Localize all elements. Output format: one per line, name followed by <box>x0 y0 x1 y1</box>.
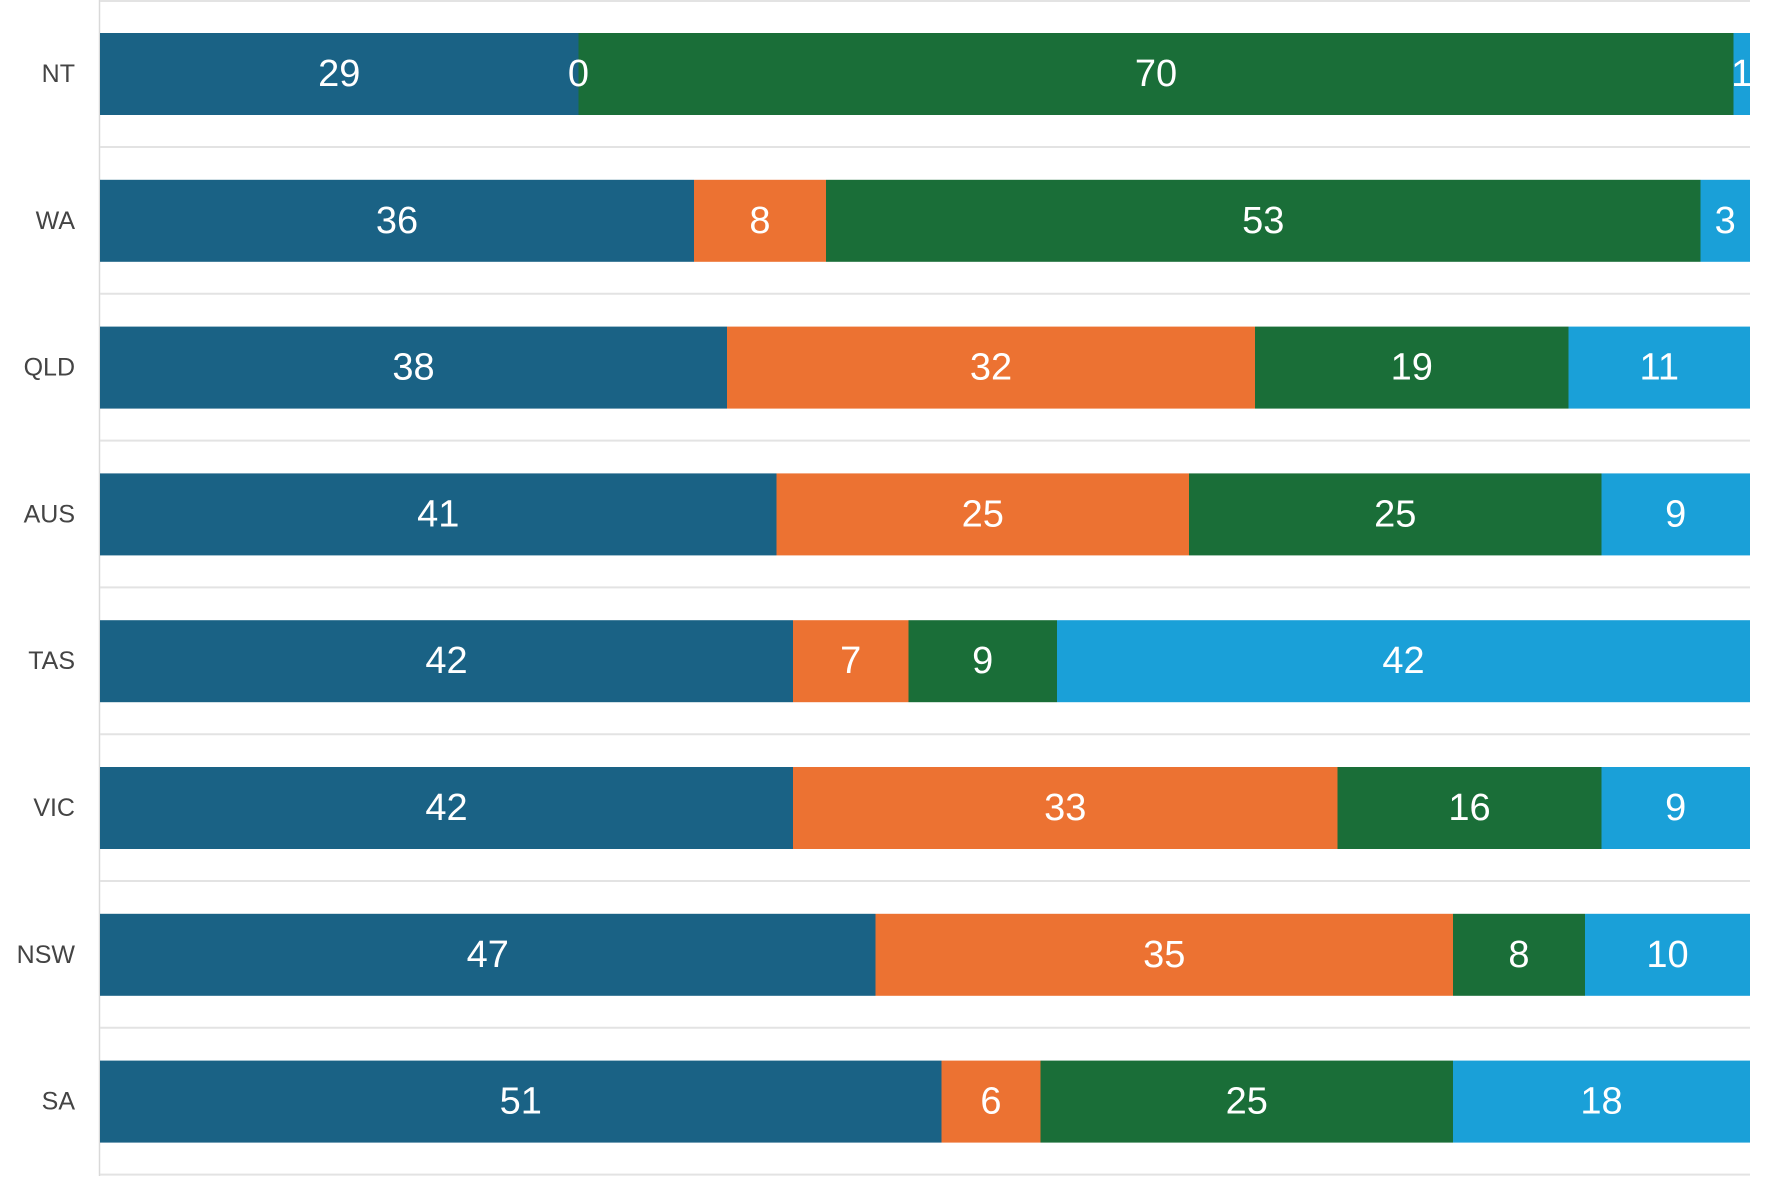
bar-segment <box>100 767 793 849</box>
value-label: 11 <box>1640 347 1679 389</box>
category-label: VIC <box>33 794 75 822</box>
bar-segment <box>1733 33 1750 115</box>
bar-segment <box>1453 913 1585 996</box>
bar-segment <box>100 179 694 262</box>
value-label: 33 <box>1044 787 1086 829</box>
value-label: 9 <box>1665 787 1686 829</box>
bar-segment <box>1601 767 1750 849</box>
bar-segment <box>100 33 579 115</box>
value-label: 6 <box>980 1081 1001 1123</box>
category-label: NSW <box>17 941 76 969</box>
value-label: 42 <box>425 787 467 829</box>
value-label: 42 <box>1382 640 1424 682</box>
category-label: WA <box>36 207 76 235</box>
bar-segment <box>1040 1060 1453 1143</box>
category-label: TAS <box>28 647 75 675</box>
value-label: 47 <box>467 934 509 976</box>
bar-segment <box>1453 1060 1750 1143</box>
value-label: 8 <box>1508 934 1529 976</box>
value-label: 38 <box>392 347 434 389</box>
bar-segment <box>793 620 909 703</box>
value-label: 16 <box>1448 787 1490 829</box>
value-label: 3 <box>1715 200 1736 242</box>
bar-segment <box>1700 179 1750 262</box>
value-label: 19 <box>1391 347 1433 389</box>
bar-segment <box>1057 620 1750 703</box>
category-label: NT <box>42 60 75 88</box>
category-label: SA <box>42 1088 76 1116</box>
bar-segment <box>694 179 826 262</box>
bar-segment <box>1337 767 1602 849</box>
value-label: 10 <box>1646 934 1688 976</box>
bar-segment <box>941 1060 1041 1143</box>
value-label: 41 <box>417 493 459 535</box>
value-label: 35 <box>1143 934 1185 976</box>
value-label: 36 <box>376 200 418 242</box>
value-label: 0 <box>568 53 589 95</box>
bar-segment <box>100 326 727 409</box>
value-label: 8 <box>749 200 770 242</box>
bar-segment <box>1189 473 1602 556</box>
bar-segment <box>727 326 1255 409</box>
bar-segment <box>1255 326 1569 409</box>
value-label: 1 <box>1731 53 1752 95</box>
bar-segment <box>1585 913 1750 996</box>
value-label: 42 <box>425 640 467 682</box>
value-label: 25 <box>962 493 1004 535</box>
bar-segment <box>875 913 1453 996</box>
bar-segment <box>100 1060 942 1143</box>
value-label: 25 <box>1374 493 1416 535</box>
value-label: 9 <box>1665 493 1686 535</box>
bar-segment <box>826 179 1701 262</box>
value-label: 70 <box>1135 53 1177 95</box>
bar-segment <box>1601 473 1750 556</box>
bar-segment <box>1568 326 1750 409</box>
value-label: 53 <box>1242 200 1284 242</box>
value-label: 32 <box>970 347 1012 389</box>
bar-segment <box>100 473 777 556</box>
bar-segment <box>793 767 1338 849</box>
category-label: QLD <box>24 354 75 382</box>
value-label: 25 <box>1226 1081 1268 1123</box>
bar-segment <box>908 620 1057 703</box>
value-label: 7 <box>840 640 861 682</box>
bar-segment <box>100 620 793 703</box>
category-label: AUS <box>24 500 75 528</box>
bar-segment <box>578 33 1734 115</box>
value-label: 51 <box>500 1081 542 1123</box>
value-label: 18 <box>1580 1081 1622 1123</box>
bar-segment <box>776 473 1189 556</box>
bar-segment <box>100 913 876 996</box>
value-label: 29 <box>318 53 360 95</box>
value-label: 9 <box>972 640 993 682</box>
